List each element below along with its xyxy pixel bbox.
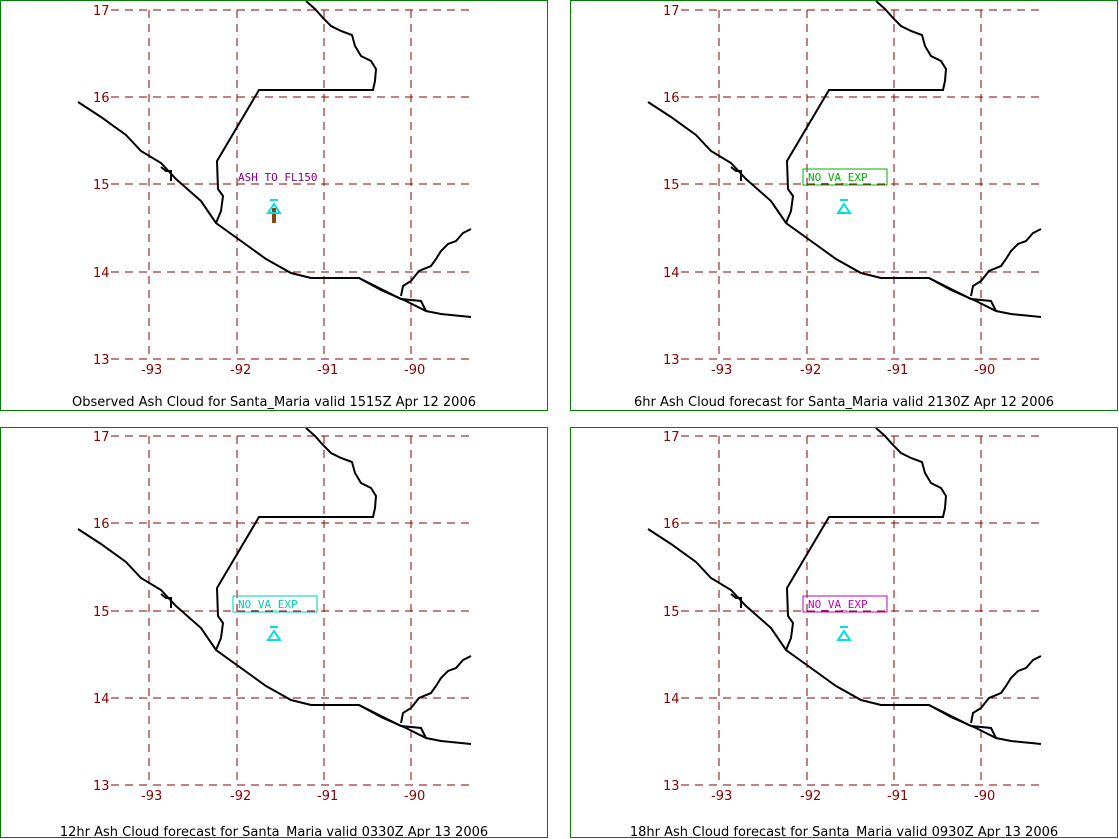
- border-line: [400, 228, 472, 297]
- lat-tick-label: 17: [663, 430, 680, 445]
- border-line: [730, 593, 742, 608]
- coastline: [358, 704, 427, 739]
- lat-tick-label: 14: [93, 266, 110, 281]
- panel-observed: 17 16 15 14 13 -93 -92 -91 -90 ASH TO FL150 Obser…: [0, 0, 548, 411]
- lon-tick-label: -93: [711, 789, 732, 804]
- volcano-icon: [836, 629, 852, 641]
- lon-tick-label: -90: [404, 789, 425, 804]
- lon-tick-label: -90: [974, 363, 995, 378]
- volcano-icon: [266, 629, 282, 641]
- lon-tick-label: -92: [800, 363, 821, 378]
- lat-tick-label: 16: [663, 517, 680, 532]
- lon-tick-label: -90: [974, 789, 995, 804]
- ash-label-box: [802, 168, 888, 186]
- panel-18hr-forecast: 17 16 15 14 13 -93 -92 -91 -90 NO_VA_EXP 18hr Ash…: [570, 427, 1118, 838]
- lon-tick-label: -91: [317, 789, 338, 804]
- volcano-icon: [836, 202, 852, 214]
- border-line: [970, 228, 1042, 297]
- lon-tick-label: -90: [404, 363, 425, 378]
- coastline: [928, 704, 997, 739]
- lon-tick-label: -91: [317, 363, 338, 378]
- border-line: [160, 593, 172, 608]
- panel-12hr-forecast: 17 16 15 14 13 -93 -92 -91 -90 NO_VA_EXP 12hr Ash…: [0, 427, 548, 838]
- lat-tick-label: 17: [93, 4, 110, 19]
- lon-tick-label: -91: [887, 363, 908, 378]
- lat-tick-label: 14: [663, 266, 680, 281]
- lon-tick-label: -92: [800, 789, 821, 804]
- lat-tick-label: 16: [663, 91, 680, 106]
- lat-tick-label: 14: [663, 692, 680, 707]
- coastline: [647, 528, 1042, 745]
- lat-tick-label: 17: [663, 4, 680, 19]
- panel-caption: Observed Ash Cloud for Santa_Maria valid…: [71, 395, 476, 410]
- ash-label-box: [232, 595, 318, 613]
- border-line: [400, 655, 472, 724]
- border-line: [215, 428, 378, 651]
- lon-tick-label: -92: [230, 363, 251, 378]
- lat-tick-label: 13: [663, 353, 680, 368]
- panel-6hr-forecast: 17 16 15 14 13 -93 -92 -91 -90 NO_VA_EXP 6hr Ash …: [570, 0, 1118, 411]
- volcano-icon: [266, 202, 282, 214]
- border-line: [160, 166, 172, 181]
- map-18hr: 17 16 15 14 13 -93 -92 -91 -90 NO_VA_EXP: [647, 428, 1042, 804]
- map-12hr: 17 16 15 14 13 -93 -92 -91 -90 NO_VA_EXP: [77, 428, 472, 804]
- lat-tick-label: 13: [93, 353, 110, 368]
- coastline: [77, 101, 472, 318]
- border-line: [215, 1, 378, 224]
- map-observed: 17 16 15 14 13 -93 -92 -91 -90 ASH TO FL150: [77, 1, 472, 378]
- panel-caption: 18hr Ash Cloud forecast for Santa_Maria …: [629, 825, 1059, 838]
- border-line: [970, 655, 1042, 724]
- ash-label: NO_VA_EXP: [238, 598, 298, 611]
- panel-caption: 12hr Ash Cloud forecast for Santa_Maria …: [59, 825, 489, 838]
- lon-tick-label: -93: [711, 363, 732, 378]
- lon-tick-label: -92: [230, 789, 251, 804]
- lat-tick-label: 15: [93, 605, 110, 620]
- lat-tick-label: 15: [663, 178, 680, 193]
- coastline: [928, 277, 997, 312]
- lat-tick-label: 14: [93, 692, 110, 707]
- lat-tick-label: 13: [93, 779, 110, 794]
- border-line: [785, 1, 948, 224]
- lat-tick-label: 15: [93, 178, 110, 193]
- border-line: [730, 166, 742, 181]
- ash-label: NO_VA_EXP: [808, 171, 868, 184]
- lon-tick-label: -93: [141, 789, 162, 804]
- coastline: [358, 277, 427, 312]
- coastline: [77, 528, 472, 745]
- lon-tick-label: -93: [141, 363, 162, 378]
- lat-tick-label: 13: [663, 779, 680, 794]
- border-line: [785, 428, 948, 651]
- lat-tick-label: 16: [93, 517, 110, 532]
- panel-caption: 6hr Ash Cloud forecast for Santa_Maria v…: [633, 395, 1055, 410]
- ash-label: ASH TO FL150: [238, 171, 317, 184]
- lon-tick-label: -91: [887, 789, 908, 804]
- lat-tick-label: 17: [93, 430, 110, 445]
- ash-label: NO_VA_EXP: [808, 598, 868, 611]
- lat-tick-label: 16: [93, 91, 110, 106]
- coastline: [647, 101, 1042, 318]
- ash-label-box: [802, 595, 888, 613]
- map-6hr: 17 16 15 14 13 -93 -92 -91 -90 NO_VA_EXP: [647, 1, 1042, 378]
- ash-plume: [272, 208, 276, 223]
- lat-tick-label: 15: [663, 605, 680, 620]
